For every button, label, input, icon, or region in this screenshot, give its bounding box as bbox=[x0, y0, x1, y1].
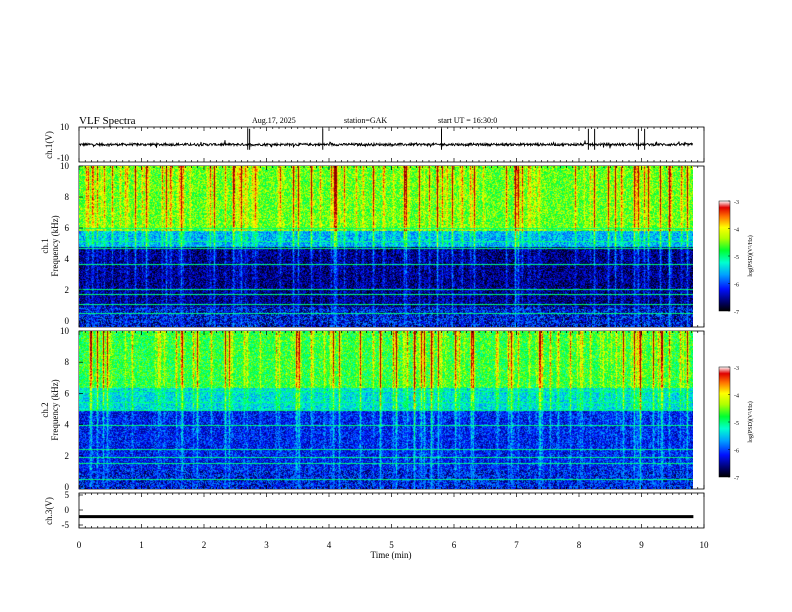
ch1-spectrogram-image bbox=[79, 166, 693, 327]
ch1-waveform-ylabel: ch.1(V) bbox=[44, 131, 54, 159]
ch2-freq-tick-label: 6 bbox=[65, 388, 70, 398]
colorbar-tick-label: -6 bbox=[734, 449, 739, 455]
ch3-ytick-label: 0 bbox=[65, 505, 70, 515]
colorbar-tick-label: -3 bbox=[734, 366, 739, 372]
ch1-colorbar-label: log(PSD)(V²/Hz) bbox=[747, 235, 754, 276]
colorbar-tick-label: -4 bbox=[734, 228, 739, 234]
ch1-freq-tick-label: 8 bbox=[65, 192, 70, 202]
x-tick-label: 8 bbox=[577, 540, 582, 550]
ch3-ytick-label: -5 bbox=[62, 520, 70, 530]
x-tick-label: 4 bbox=[327, 540, 332, 550]
ch1-spectrogram-ylabel-freq: Frequency (kHz) bbox=[50, 215, 60, 276]
ch1-waveform-trace bbox=[78, 140, 694, 149]
ch1-freq-tick-label: 0 bbox=[65, 316, 70, 326]
date-label: Aug.17, 2025 bbox=[252, 116, 296, 125]
ch1-ytick-label: 10 bbox=[60, 122, 70, 132]
ch1-freq-tick-label: 6 bbox=[65, 223, 70, 233]
x-tick-label: 3 bbox=[264, 540, 269, 550]
colorbar-tick-label: -6 bbox=[734, 283, 739, 289]
x-axis-label: Time (min) bbox=[371, 550, 412, 560]
ch1-freq-tick-label: 2 bbox=[65, 285, 70, 295]
ch2-spectrogram-image bbox=[79, 331, 693, 489]
x-tick-label: 6 bbox=[452, 540, 457, 550]
ch1-spikes bbox=[247, 128, 646, 150]
ch2-spectrogram-ylabel-ch: ch.2 bbox=[40, 402, 50, 417]
colorbar-tick-label: -5 bbox=[734, 255, 739, 261]
ch2-freq-tick-label: 8 bbox=[65, 357, 70, 367]
ch2-colorbar-label: log(PSD)(V²/Hz) bbox=[747, 401, 754, 442]
colorbar-tick-label: -3 bbox=[734, 200, 739, 206]
ch1-ytick-label: -10 bbox=[57, 153, 69, 163]
colorbar-tick-label: -7 bbox=[734, 310, 739, 316]
x-tick-label: 5 bbox=[389, 540, 394, 550]
x-tick-label: 2 bbox=[202, 540, 207, 550]
colorbar-tick-label: -5 bbox=[734, 421, 739, 427]
ch2-freq-tick-label: 4 bbox=[65, 420, 70, 430]
colorbar-tick-label: -7 bbox=[734, 476, 739, 482]
ch2-freq-tick-label: 10 bbox=[60, 326, 70, 336]
ch1-spectrogram-ylabel-ch: ch.1 bbox=[40, 238, 50, 253]
x-tick-label: 7 bbox=[514, 540, 519, 550]
ch3-ytick-label: 5 bbox=[65, 490, 70, 500]
ch3-waveform-frame bbox=[78, 492, 705, 529]
x-tick-label: 0 bbox=[77, 540, 82, 550]
ch2-freq-tick-label: 0 bbox=[65, 482, 70, 492]
colorbar-tick-label: -4 bbox=[734, 394, 739, 400]
x-tick-label: 9 bbox=[639, 540, 644, 550]
ch2-spectrogram-ylabel-freq: Frequency (kHz) bbox=[50, 379, 60, 440]
ch3-waveform-ylabel: ch.3(V) bbox=[44, 497, 54, 525]
ch1-freq-tick-label: 4 bbox=[65, 254, 70, 264]
ch2-freq-tick-label: 2 bbox=[65, 451, 70, 461]
x-tick-label: 10 bbox=[700, 540, 710, 550]
ch1-freq-tick-label: 10 bbox=[60, 161, 70, 171]
start-time-label: start UT = 16:30:0 bbox=[438, 116, 497, 125]
x-tick-label: 1 bbox=[139, 540, 144, 550]
station-label: station=GAK bbox=[344, 116, 387, 125]
figure-title: VLF Spectra bbox=[79, 115, 136, 127]
